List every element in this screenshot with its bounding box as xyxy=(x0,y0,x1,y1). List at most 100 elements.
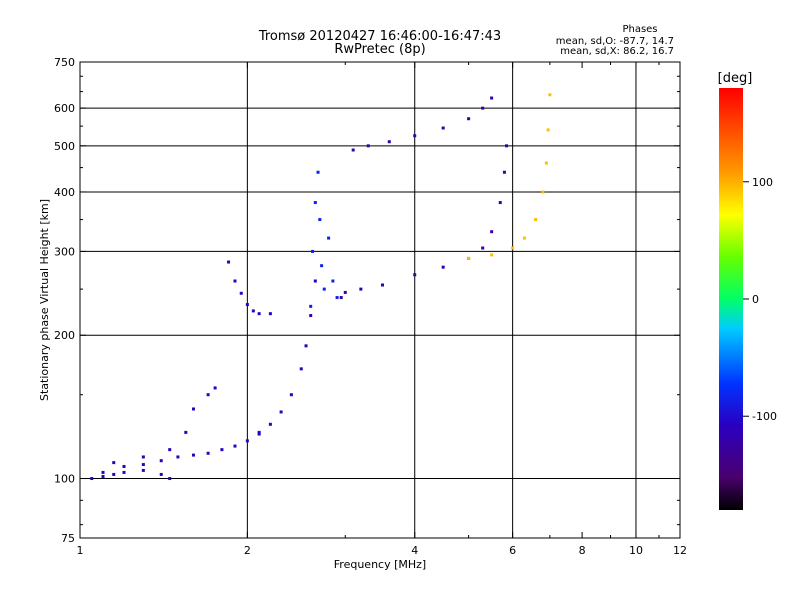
data-point xyxy=(511,246,515,250)
y-tick-label: 300 xyxy=(54,245,75,258)
data-point xyxy=(257,312,261,316)
data-point xyxy=(233,279,237,283)
data-point xyxy=(159,472,163,476)
data-point xyxy=(191,407,195,411)
data-point xyxy=(413,134,417,138)
data-point xyxy=(191,453,195,457)
data-point xyxy=(413,273,417,277)
data-point xyxy=(522,236,526,240)
data-point xyxy=(141,468,145,472)
data-point xyxy=(548,93,552,97)
phases-o-mode: mean, sd,O: -87.7, 14.7 xyxy=(556,36,674,47)
y-tick-label: 75 xyxy=(61,532,75,545)
data-point xyxy=(101,470,105,474)
data-point xyxy=(441,126,445,130)
data-point xyxy=(268,312,272,316)
data-point xyxy=(206,451,210,455)
data-point xyxy=(122,470,126,474)
data-point xyxy=(90,477,94,481)
data-point xyxy=(327,236,331,240)
data-point xyxy=(168,477,172,481)
x-axis-label: Frequency [MHz] xyxy=(334,558,426,571)
x-axis: 1 2 4 6 8 10 12 xyxy=(77,62,687,557)
data-point xyxy=(541,190,545,194)
chart-subtitle: RwPretec (8p) xyxy=(334,42,425,57)
y-tick-label: 100 xyxy=(54,473,75,486)
colorbar-tick-label: 0 xyxy=(752,293,759,306)
colorbar-tick-label: -100 xyxy=(752,410,777,423)
data-point xyxy=(490,253,494,257)
data-point xyxy=(313,279,317,283)
data-point xyxy=(544,161,548,165)
data-point xyxy=(387,140,391,144)
data-point xyxy=(490,230,494,234)
data-point xyxy=(467,256,471,260)
y-tick-label: 750 xyxy=(54,56,75,69)
data-point xyxy=(343,290,347,294)
data-point xyxy=(309,304,313,308)
data-point xyxy=(141,463,145,467)
data-point xyxy=(220,448,224,452)
y-axis-label: Stationary phase Virtual Height [km] xyxy=(38,199,51,401)
x-tick-label: 4 xyxy=(411,544,418,557)
x-tick-label: 12 xyxy=(673,544,687,557)
data-point xyxy=(505,144,509,148)
data-point xyxy=(316,170,320,174)
phases-x-mode: mean, sd,X: 86.2, 16.7 xyxy=(560,46,674,57)
data-point xyxy=(112,461,116,465)
data-point xyxy=(498,201,502,205)
data-point xyxy=(311,249,315,253)
data-point xyxy=(251,309,255,313)
y-tick-label: 600 xyxy=(54,102,75,115)
x-tick-label: 6 xyxy=(509,544,516,557)
data-point xyxy=(366,144,370,148)
chart-title: Tromsø 20120427 16:46:00-16:47:43 xyxy=(258,29,501,44)
data-point xyxy=(467,117,471,121)
data-point xyxy=(279,410,283,414)
data-point xyxy=(335,296,339,300)
y-tick-label: 400 xyxy=(54,186,75,199)
data-point xyxy=(441,265,445,269)
data-point xyxy=(227,260,231,264)
data-point xyxy=(502,170,506,174)
data-point xyxy=(313,201,317,205)
colorbar-ticks: 100 0 -100 xyxy=(743,176,777,423)
data-point xyxy=(534,218,538,222)
colorbar-label: [deg] xyxy=(718,71,753,86)
x-tick-label: 10 xyxy=(629,544,643,557)
data-point xyxy=(112,472,116,476)
data-point xyxy=(322,287,326,291)
data-point xyxy=(546,128,550,132)
data-point xyxy=(481,106,485,110)
phases-heading: Phases xyxy=(622,24,657,35)
data-point xyxy=(257,430,261,434)
data-point xyxy=(245,303,249,307)
data-point xyxy=(245,439,249,443)
y-tick-label: 200 xyxy=(54,329,75,342)
colorbar-tick-label: 100 xyxy=(752,176,773,189)
data-point xyxy=(257,432,261,436)
data-point xyxy=(213,386,217,390)
data-point xyxy=(490,96,494,100)
x-tick-label: 2 xyxy=(244,544,251,557)
grid-lines xyxy=(80,62,680,538)
data-point xyxy=(141,455,145,459)
data-point xyxy=(359,287,363,291)
data-point xyxy=(481,246,485,250)
y-axis: 75 100 200 300 400 500 600 750 xyxy=(54,56,680,545)
data-point xyxy=(206,393,210,397)
data-point xyxy=(351,148,355,152)
data-point xyxy=(268,422,272,426)
data-point xyxy=(159,459,163,463)
data-point xyxy=(289,393,293,397)
data-point xyxy=(320,264,324,268)
data-point xyxy=(318,218,322,222)
data-point xyxy=(331,279,335,283)
data-point xyxy=(339,296,343,300)
data-point xyxy=(309,314,313,318)
data-point xyxy=(122,464,126,468)
data-point xyxy=(239,291,243,295)
y-tick-label: 500 xyxy=(54,140,75,153)
x-tick-label: 1 xyxy=(77,544,84,557)
data-point xyxy=(168,448,172,452)
